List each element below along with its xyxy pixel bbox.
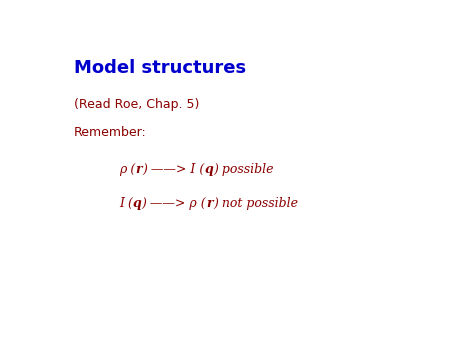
Text: (Read Roe, Chap. 5): (Read Roe, Chap. 5)	[74, 98, 199, 111]
Text: ρ (: ρ (	[119, 163, 135, 176]
Text: ) ——> ρ (: ) ——> ρ (	[142, 197, 206, 210]
Text: Remember:: Remember:	[74, 126, 146, 140]
Text: r: r	[206, 197, 213, 210]
Text: ) ——> I (: ) ——> I (	[142, 163, 204, 176]
Text: q: q	[133, 197, 142, 210]
Text: ) not possible: ) not possible	[213, 197, 298, 210]
Text: I (: I (	[119, 197, 133, 210]
Text: q: q	[204, 163, 213, 176]
Text: ) possible: ) possible	[213, 163, 274, 176]
Text: Model structures: Model structures	[74, 59, 246, 77]
Text: r: r	[135, 163, 142, 176]
